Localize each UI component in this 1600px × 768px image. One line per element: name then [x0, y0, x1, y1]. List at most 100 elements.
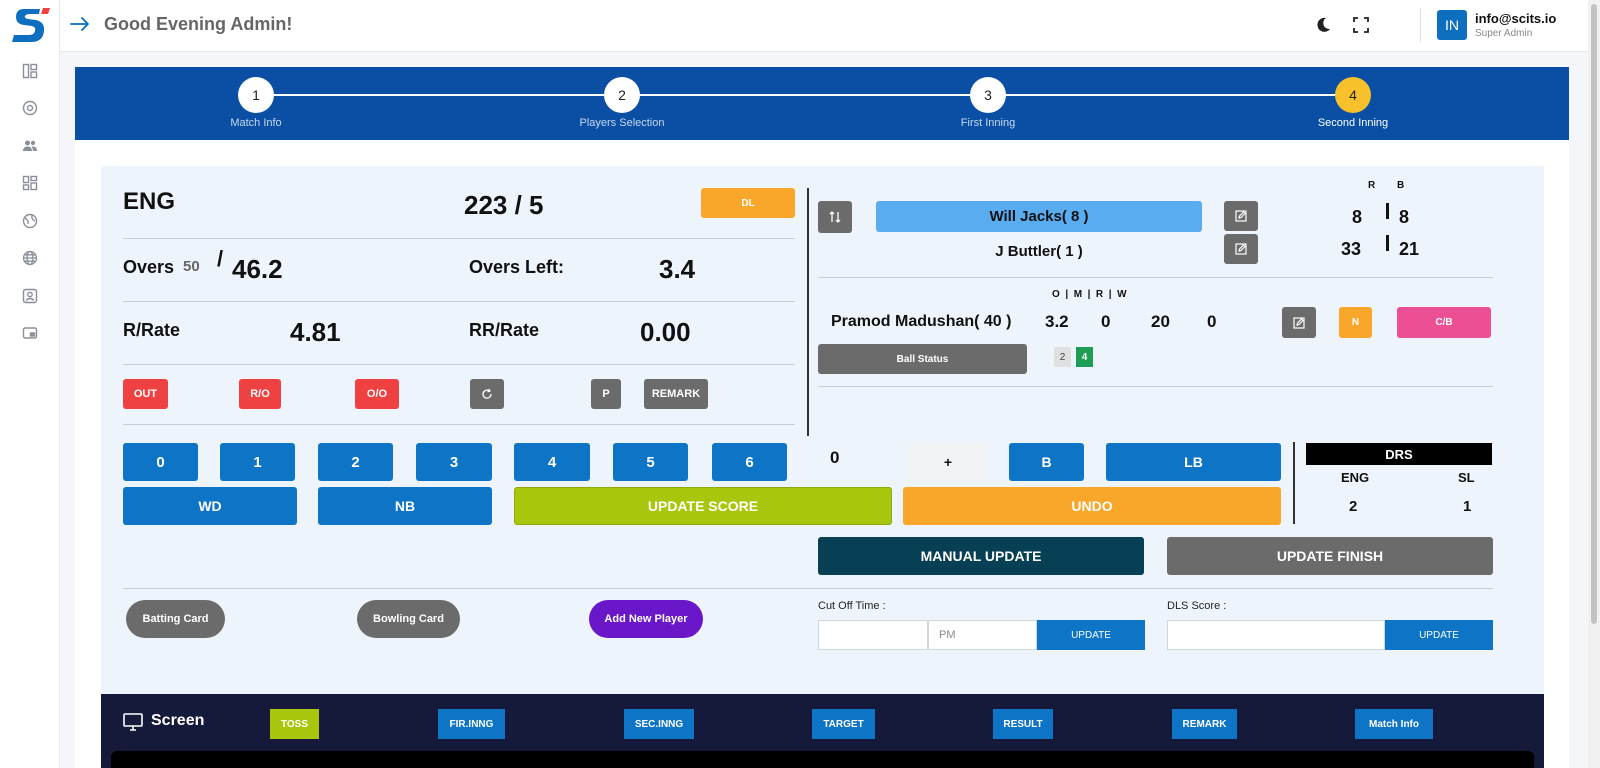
screen-second-innings-button[interactable]: SEC.INNG: [624, 709, 694, 739]
stepper-line: [256, 94, 1352, 96]
no-ball-button[interactable]: NB: [318, 487, 492, 525]
world-icon[interactable]: [20, 248, 40, 268]
run-5-button[interactable]: 5: [613, 443, 688, 481]
remark-button[interactable]: REMARK: [644, 379, 708, 409]
manual-update-button[interactable]: MANUAL UPDATE: [818, 537, 1144, 575]
non-striker-batsman[interactable]: J Buttler( 1 ): [995, 242, 1083, 260]
refresh-button[interactable]: [470, 379, 504, 409]
cutoff-update-button[interactable]: UPDATE: [1037, 620, 1145, 650]
bye-button[interactable]: B: [1009, 443, 1084, 481]
batting-team: ENG: [123, 188, 176, 215]
scoring-panel: ENG 223 / 5 DL Overs 50 / 46.2 Overs Lef…: [101, 166, 1544, 696]
leg-bye-button[interactable]: LB: [1106, 443, 1281, 481]
wide-button[interactable]: WD: [123, 487, 297, 525]
score-separator: [1386, 203, 1389, 219]
dls-update-button[interactable]: UPDATE: [1385, 620, 1493, 650]
run-0-button[interactable]: 0: [123, 443, 198, 481]
screen-result-button[interactable]: RESULT: [993, 709, 1053, 739]
run-6-button[interactable]: 6: [712, 443, 787, 481]
run-1-button[interactable]: 1: [220, 443, 295, 481]
undo-button[interactable]: UNDO: [903, 487, 1281, 525]
drs-divider: [1293, 442, 1295, 524]
bowling-card-button[interactable]: Bowling Card: [357, 600, 460, 638]
globe-icon[interactable]: [20, 211, 40, 231]
dls-score-input[interactable]: [1167, 620, 1385, 650]
moon-icon[interactable]: [1313, 15, 1333, 35]
overs-slash: /: [217, 246, 224, 271]
striker-batsman[interactable]: Will Jacks( 8 ): [876, 201, 1202, 232]
brand-logo[interactable]: [10, 4, 52, 46]
score-separator: [1386, 235, 1389, 251]
run-2-button[interactable]: 2: [318, 443, 393, 481]
screen-remark-button[interactable]: REMARK: [1172, 709, 1237, 739]
screen-first-innings-button[interactable]: FIR.INNG: [438, 709, 505, 739]
add-new-player-button[interactable]: Add New Player: [589, 600, 703, 638]
update-score-button[interactable]: UPDATE SCORE: [514, 487, 892, 525]
match-stepper: 1 Match Info 2 Players Selection 3 First…: [75, 67, 1569, 140]
ball-status-badge: 4: [1076, 347, 1093, 367]
avatar[interactable]: IN: [1437, 10, 1467, 40]
support-icon[interactable]: [20, 98, 40, 118]
overs-left-label: Overs Left:: [469, 257, 565, 277]
arrow-right-icon[interactable]: [68, 12, 92, 36]
edit-striker-button[interactable]: [1224, 201, 1258, 231]
team-score: 223 / 5: [464, 190, 544, 220]
scrollbar-thumb[interactable]: [1591, 4, 1597, 624]
batting-card-button[interactable]: Batting Card: [126, 600, 225, 638]
screen-match-info-button[interactable]: Match Info: [1355, 709, 1433, 739]
dashboard-icon[interactable]: [20, 61, 40, 81]
divider: [123, 424, 795, 425]
obstruct-out-button[interactable]: O/O: [355, 379, 399, 409]
dl-button[interactable]: DL: [701, 188, 795, 218]
penalty-button[interactable]: P: [591, 379, 621, 409]
step-4-circle[interactable]: 4: [1335, 77, 1371, 113]
increment-button[interactable]: +: [909, 443, 987, 481]
users-icon[interactable]: [20, 136, 40, 156]
fullscreen-icon[interactable]: [1351, 15, 1371, 35]
step-1-circle[interactable]: 1: [238, 77, 274, 113]
step-3-label: First Inning: [960, 117, 1016, 129]
edit-icon: [1293, 316, 1305, 329]
extra-runs-value[interactable]: 0: [830, 448, 840, 467]
profile-card-icon[interactable]: [20, 286, 40, 306]
layout-icon[interactable]: [20, 173, 40, 193]
swap-strike-button[interactable]: [818, 201, 852, 233]
divider: [123, 364, 795, 365]
change-bowler-button[interactable]: C/B: [1397, 307, 1491, 338]
sidebar: [0, 0, 60, 768]
run-3-button[interactable]: 3: [416, 443, 492, 481]
edit-bowler-button[interactable]: [1282, 307, 1316, 338]
divider: [818, 277, 1493, 278]
run-rate-value: 4.81: [290, 317, 341, 347]
cutoff-ampm-input[interactable]: [928, 620, 1037, 650]
refresh-icon: [482, 388, 492, 399]
striker-balls: 8: [1399, 207, 1410, 227]
user-email[interactable]: info@scits.io: [1475, 11, 1557, 26]
cutoff-time-label: Cut Off Time :: [818, 600, 886, 612]
update-finish-button[interactable]: UPDATE FINISH: [1167, 537, 1493, 575]
ball-status-button[interactable]: Ball Status: [818, 344, 1027, 374]
screen-toss-button[interactable]: TOSS: [270, 709, 319, 739]
media-icon[interactable]: [20, 323, 40, 343]
runs-header: R: [1368, 180, 1376, 191]
bowler-runs: 20: [1151, 312, 1170, 331]
bowler-name[interactable]: Pramod Madushan( 40 ): [831, 313, 1012, 330]
divider: [123, 301, 795, 302]
monitor-icon: [123, 713, 143, 731]
step-2-circle[interactable]: 2: [604, 77, 640, 113]
dls-score-label: DLS Score :: [1167, 600, 1227, 612]
cutoff-time-input[interactable]: [818, 620, 928, 650]
run-4-button[interactable]: 4: [514, 443, 590, 481]
out-button[interactable]: OUT: [123, 379, 168, 409]
n-button[interactable]: N: [1339, 307, 1372, 338]
screen-target-button[interactable]: TARGET: [812, 709, 875, 739]
run-out-button[interactable]: R/O: [239, 379, 281, 409]
step-1-label: Match Info: [230, 117, 282, 129]
step-3-circle[interactable]: 3: [970, 77, 1006, 113]
drs-team1-value: 2: [1349, 498, 1358, 515]
balls-header: B: [1397, 180, 1405, 191]
edit-non-striker-button[interactable]: [1224, 234, 1258, 264]
screen-preview: [111, 751, 1534, 768]
page-scrollbar[interactable]: [1588, 0, 1600, 768]
main-card: 1 Match Info 2 Players Selection 3 First…: [75, 67, 1569, 768]
